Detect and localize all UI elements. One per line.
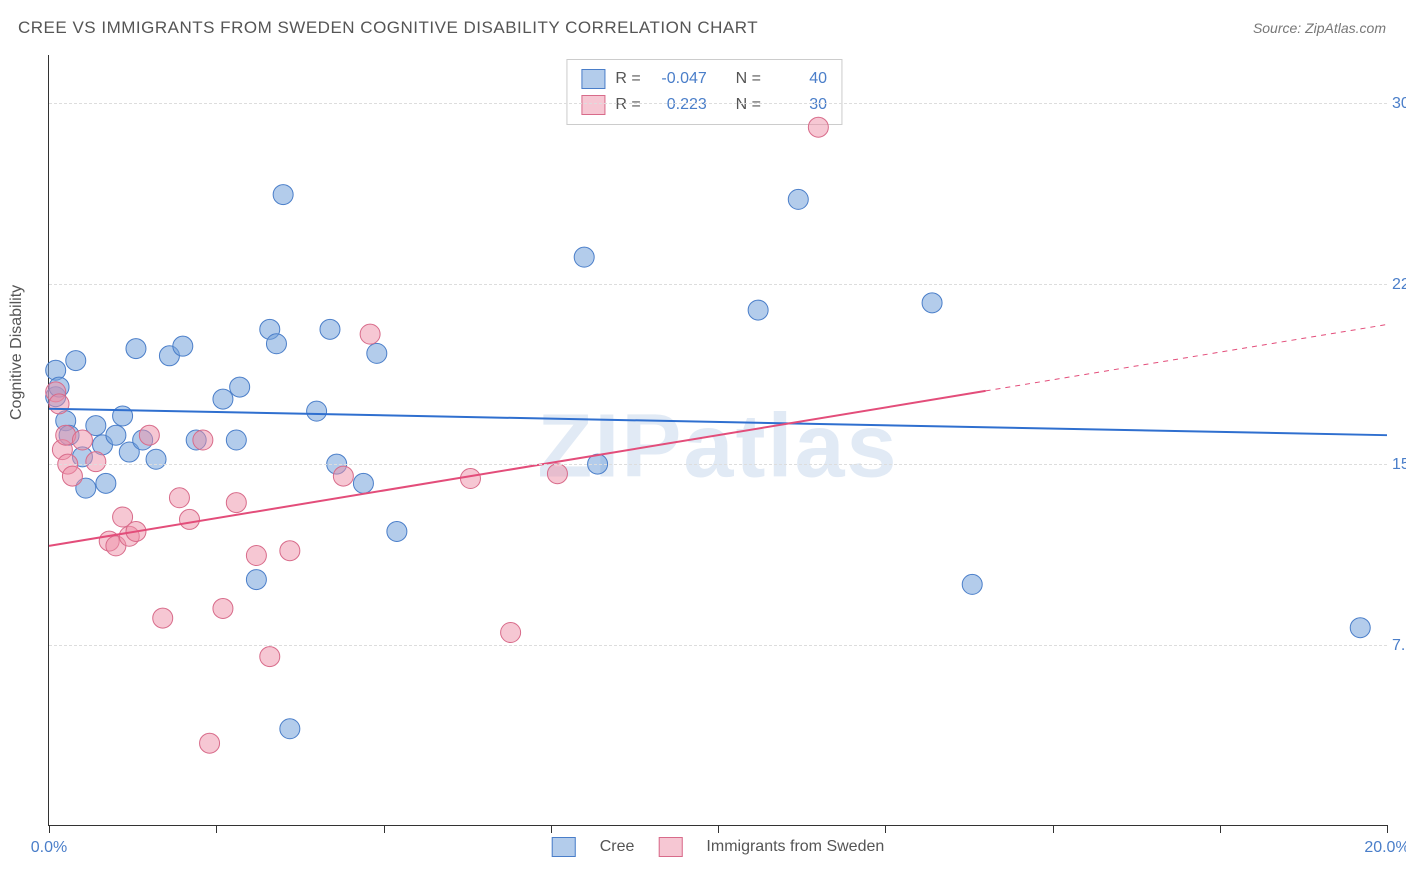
scatter-point: [962, 574, 982, 594]
scatter-point: [387, 521, 407, 541]
scatter-point: [280, 541, 300, 561]
source-attribution: Source: ZipAtlas.com: [1253, 20, 1386, 36]
scatter-point: [501, 623, 521, 643]
legend-label-cree: Cree: [600, 838, 635, 856]
gridline-h: [49, 103, 1387, 104]
x-tick: [1220, 825, 1221, 833]
scatter-point: [246, 570, 266, 590]
scatter-point: [808, 117, 828, 137]
x-tick-label: 20.0%: [1364, 839, 1406, 857]
gridline-h: [49, 284, 1387, 285]
scatter-point: [1350, 618, 1370, 638]
scatter-point: [66, 351, 86, 371]
legend-label-sweden: Immigrants from Sweden: [706, 838, 884, 856]
scatter-point: [179, 509, 199, 529]
scatter-point: [320, 319, 340, 339]
scatter-point: [360, 324, 380, 344]
x-tick: [49, 825, 50, 833]
y-tick-label: 15.0%: [1392, 456, 1406, 474]
legend-swatch-sweden-icon: [658, 837, 682, 857]
scatter-point: [200, 733, 220, 753]
scatter-point: [246, 546, 266, 566]
gridline-h: [49, 464, 1387, 465]
x-tick: [885, 825, 886, 833]
regression-line: [49, 391, 986, 546]
scatter-point: [169, 488, 189, 508]
legend-swatch-cree-icon: [552, 837, 576, 857]
scatter-point: [333, 466, 353, 486]
scatter-point: [266, 334, 286, 354]
scatter-point: [86, 452, 106, 472]
scatter-point: [367, 343, 387, 363]
scatter-point: [574, 247, 594, 267]
scatter-point: [193, 430, 213, 450]
chart-plot-area: ZIPatlas R = -0.047 N = 40 R = 0.223 N =…: [48, 55, 1387, 826]
scatter-point: [139, 425, 159, 445]
scatter-point: [353, 473, 373, 493]
y-tick-label: 30.0%: [1392, 95, 1406, 113]
scatter-point: [113, 406, 133, 426]
scatter-point: [72, 430, 92, 450]
y-axis-label: Cognitive Disability: [8, 285, 26, 420]
scatter-point: [226, 493, 246, 513]
regression-line-extrapolated: [986, 325, 1387, 391]
scatter-point: [213, 598, 233, 618]
scatter-point: [273, 185, 293, 205]
scatter-point: [146, 449, 166, 469]
scatter-point: [153, 608, 173, 628]
scatter-point: [230, 377, 250, 397]
y-tick-label: 22.5%: [1392, 276, 1406, 294]
x-tick: [718, 825, 719, 833]
scatter-point: [226, 430, 246, 450]
scatter-point: [307, 401, 327, 421]
scatter-point: [62, 466, 82, 486]
y-tick-label: 7.5%: [1392, 637, 1406, 655]
x-tick: [551, 825, 552, 833]
x-tick: [384, 825, 385, 833]
x-tick: [1053, 825, 1054, 833]
x-tick-label: 0.0%: [31, 839, 67, 857]
legend: Cree Immigrants from Sweden: [552, 837, 885, 857]
gridline-h: [49, 645, 1387, 646]
regression-line: [49, 409, 1387, 435]
scatter-point: [213, 389, 233, 409]
scatter-point: [96, 473, 116, 493]
scatter-point: [748, 300, 768, 320]
scatter-point: [460, 469, 480, 489]
scatter-point: [49, 394, 69, 414]
x-tick: [1387, 825, 1388, 833]
scatter-point: [788, 189, 808, 209]
scatter-point: [260, 647, 280, 667]
chart-title: CREE VS IMMIGRANTS FROM SWEDEN COGNITIVE…: [18, 18, 758, 38]
scatter-point: [547, 464, 567, 484]
x-tick: [216, 825, 217, 833]
scatter-point: [922, 293, 942, 313]
scatter-point: [173, 336, 193, 356]
scatter-point: [106, 425, 126, 445]
scatter-point: [280, 719, 300, 739]
scatter-point: [126, 339, 146, 359]
scatter-svg: [49, 55, 1387, 825]
